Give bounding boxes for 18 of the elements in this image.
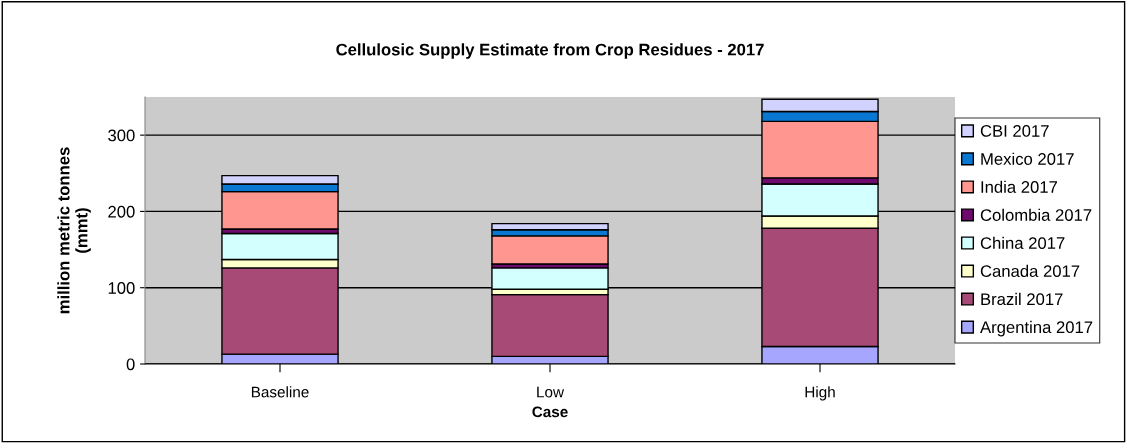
x-axis-title: Case (532, 406, 568, 418)
y-tick-label: 100 (108, 282, 135, 294)
y-axis-title: million metric tonnes (mmt) (57, 147, 91, 314)
chart-title: Cellulosic Supply Estimate from Crop Residues - 2017 (336, 43, 764, 59)
legend-label: Argentina 2017 (980, 320, 1093, 337)
legend-label: China 2017 (980, 236, 1065, 249)
legend-label: Canada 2017 (980, 264, 1080, 278)
y-tick-label: 0 (126, 358, 135, 371)
y-tick-label: 300 (108, 129, 135, 142)
legend-label: Brazil 2017 (981, 292, 1063, 306)
x-tick-label: Low (537, 386, 565, 398)
y-tick-label: 200 (108, 205, 135, 218)
legend-label: Mexico 2017 (981, 152, 1074, 165)
legend-label: CBI 2017 (980, 125, 1049, 137)
x-tick-label: High (805, 386, 835, 401)
x-tick-label: Baseline (251, 386, 309, 398)
legend-label: India 2017 (981, 180, 1058, 193)
legend-label: Colombia 2017 (980, 208, 1092, 221)
